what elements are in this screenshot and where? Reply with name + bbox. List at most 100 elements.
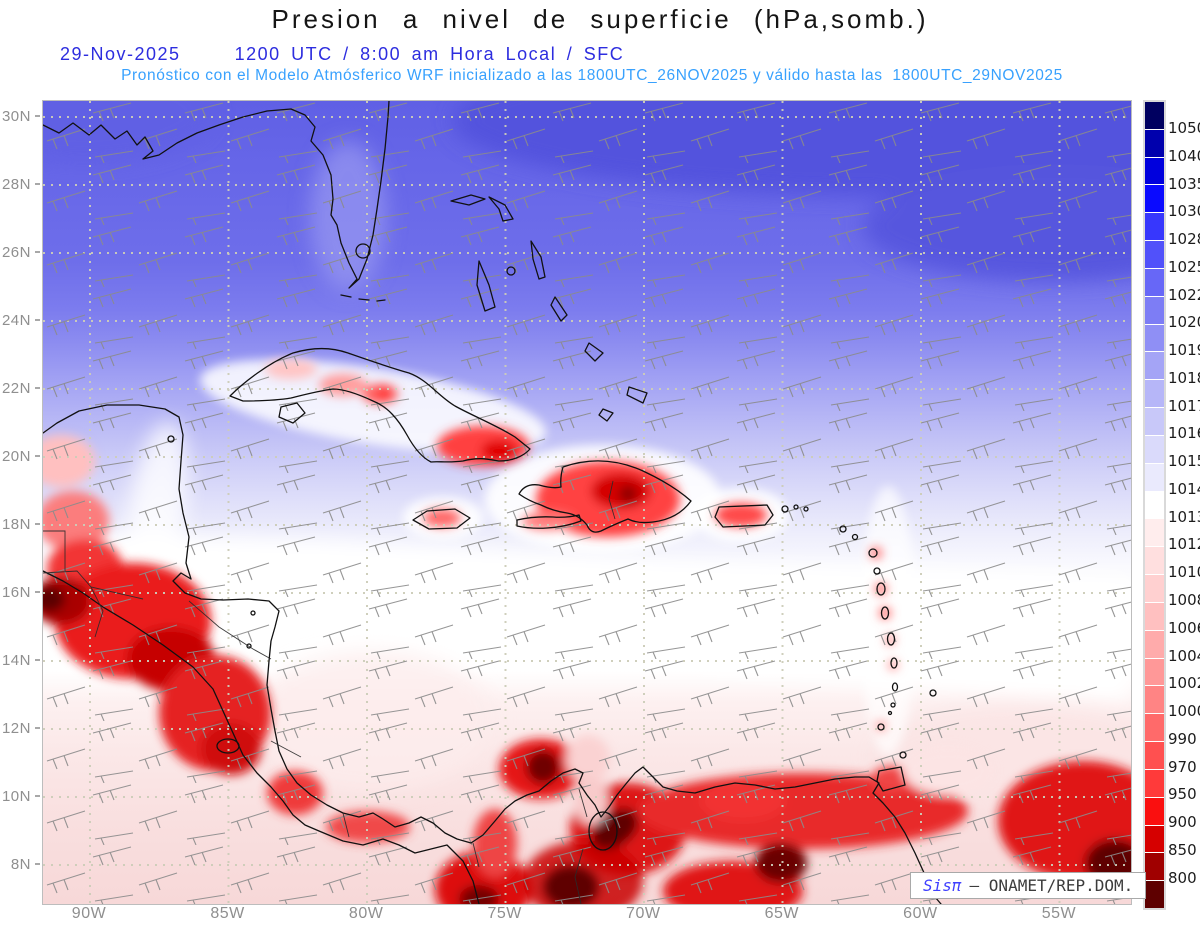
colorbar-value: 950 — [1168, 785, 1197, 804]
country-borders — [43, 480, 616, 904]
latitude-tick-label: 28N — [0, 175, 40, 193]
colorbar-cell — [1145, 352, 1164, 380]
colorbar-value: 1016 — [1168, 424, 1200, 443]
tick-mark — [35, 319, 40, 321]
latitude-tick-label: 20N — [0, 448, 40, 465]
colorbar-value: 1015 — [1168, 452, 1200, 471]
latitude-value: 10N — [1, 787, 31, 805]
colorbar-value: 1040 — [1168, 146, 1200, 165]
watermark-text: – ONAMET/REP.DOM. — [969, 876, 1134, 895]
page-title: Presion a nivel de superficie (hPa,somb.… — [271, 4, 929, 34]
latitude-value: 14N — [1, 651, 31, 669]
colorbar-cell — [1145, 157, 1164, 185]
latitude-value: 26N — [1, 243, 31, 261]
colorbar-cell — [1145, 268, 1164, 296]
colorbar-value: 900 — [1168, 813, 1197, 832]
latitude-value: 22N — [1, 379, 31, 397]
colorbar-cell — [1145, 686, 1164, 714]
longitude-tick-label: 65W — [764, 905, 800, 922]
colorbar-cell — [1145, 547, 1164, 575]
colorbar-value: 1022 — [1168, 285, 1200, 304]
colorbar-value: 1019 — [1168, 341, 1200, 360]
coastlines — [43, 101, 942, 904]
longitude-axis: 90W 85W 80W 75W 70W 65W 60W 55W — [59, 905, 1089, 923]
latitude-value: 16N — [1, 583, 31, 601]
latitude-tick-label: 16N — [0, 583, 40, 601]
colorbar-cell — [1145, 742, 1164, 769]
colorbar-value: 1017 — [1168, 396, 1200, 415]
colorbar-cell — [1145, 102, 1164, 129]
colorbar-value: 1028 — [1168, 230, 1200, 249]
tick-mark — [35, 523, 40, 525]
watermark-brand: Sisπ — [923, 876, 962, 895]
latitude-tick-label: 12N — [0, 719, 40, 737]
colorbar-cell — [1145, 797, 1164, 825]
colorbar-cell — [1145, 324, 1164, 352]
longitude-tick-label: 80W — [348, 905, 384, 922]
latitude-tick-label: 24N — [0, 311, 40, 329]
longitude-tick-label: 75W — [487, 905, 522, 922]
colorbar-cell — [1145, 241, 1164, 268]
datetime-line: 29-Nov-2025 1200 UTC / 8:00 am Hora Loca… — [60, 44, 624, 65]
forecast-time: 1200 UTC / 8:00 am Hora Local / SFC — [234, 44, 625, 64]
colorbar-value: 1004 — [1168, 646, 1200, 665]
colorbar-value: 970 — [1168, 757, 1197, 776]
tick-mark — [35, 863, 40, 865]
colorbar-value: 1006 — [1168, 618, 1200, 637]
latitude-tick-label: 26N — [0, 243, 40, 261]
latitude-value: 18N — [1, 515, 31, 533]
latitude-value: 28N — [1, 175, 31, 193]
colorbar-value: 1018 — [1168, 368, 1200, 387]
colorbar-scale: 1050 1040 1035 1030 1028 1025 1022 1020 1019 1018… — [1168, 120, 1200, 886]
latitude-value: 24N — [1, 311, 31, 329]
colorbar-value: 1000 — [1168, 702, 1200, 721]
colorbar-cell — [1145, 408, 1164, 435]
longitude-tick-label: 60W — [903, 905, 938, 922]
colorbar-cell — [1145, 491, 1164, 519]
colorbar-value: 1008 — [1168, 591, 1200, 610]
latitude-tick-label: 30N — [0, 107, 40, 125]
latitude-value: 12N — [1, 719, 31, 737]
forecast-date: 29-Nov-2025 — [60, 44, 181, 64]
longitude-tick-label: 55W — [1041, 905, 1077, 922]
colorbar-cell — [1145, 769, 1164, 797]
tick-mark — [35, 727, 40, 729]
tick-mark — [35, 455, 40, 457]
tick-mark — [35, 659, 40, 661]
colorbar-cell — [1145, 575, 1164, 602]
latitude-tick-label: 18N — [0, 515, 40, 533]
pressure-colorbar — [1143, 100, 1166, 910]
colorbar-cell — [1145, 435, 1164, 463]
wind-barbs-layer — [43, 101, 1131, 904]
tick-mark — [35, 795, 40, 797]
latitude-axis: 30N 28N 26N 24N 22N 20N 18N 16N 14N 12 — [0, 107, 40, 873]
colorbar-cell — [1145, 213, 1164, 241]
latitude-value: 8N — [10, 855, 31, 873]
colorbar-cell — [1145, 185, 1164, 213]
pressure-field-map — [43, 101, 1131, 904]
colorbar-cell — [1145, 853, 1164, 881]
colorbar-value: 1035 — [1168, 174, 1200, 193]
colorbar-value: 1014 — [1168, 479, 1200, 498]
colorbar-value: 850 — [1168, 840, 1197, 859]
colorbar-value: 1050 — [1168, 119, 1200, 137]
colorbar-value: 1013 — [1168, 507, 1200, 526]
tick-mark — [35, 251, 40, 253]
colorbar-value: 800 — [1168, 868, 1197, 887]
colorbar-cell — [1145, 463, 1164, 491]
colorbar-cell — [1145, 714, 1164, 742]
longitude-tick-label: 85W — [210, 905, 245, 922]
colorbar-cell — [1145, 881, 1164, 909]
colorbar-value: 1030 — [1168, 202, 1200, 221]
colorbar-value: 1002 — [1168, 674, 1200, 693]
colorbar-cell — [1145, 658, 1164, 686]
latitude-value: 30N — [1, 107, 31, 125]
longitude-tick-label: 90W — [71, 905, 107, 922]
colorbar-value: 1010 — [1168, 563, 1200, 582]
colorbar-cell — [1145, 129, 1164, 157]
tick-mark — [35, 183, 40, 185]
latitude-tick-label: 10N — [0, 787, 40, 805]
tick-mark — [35, 387, 40, 389]
watermark-box: Sisπ – ONAMET/REP.DOM. — [910, 872, 1147, 899]
